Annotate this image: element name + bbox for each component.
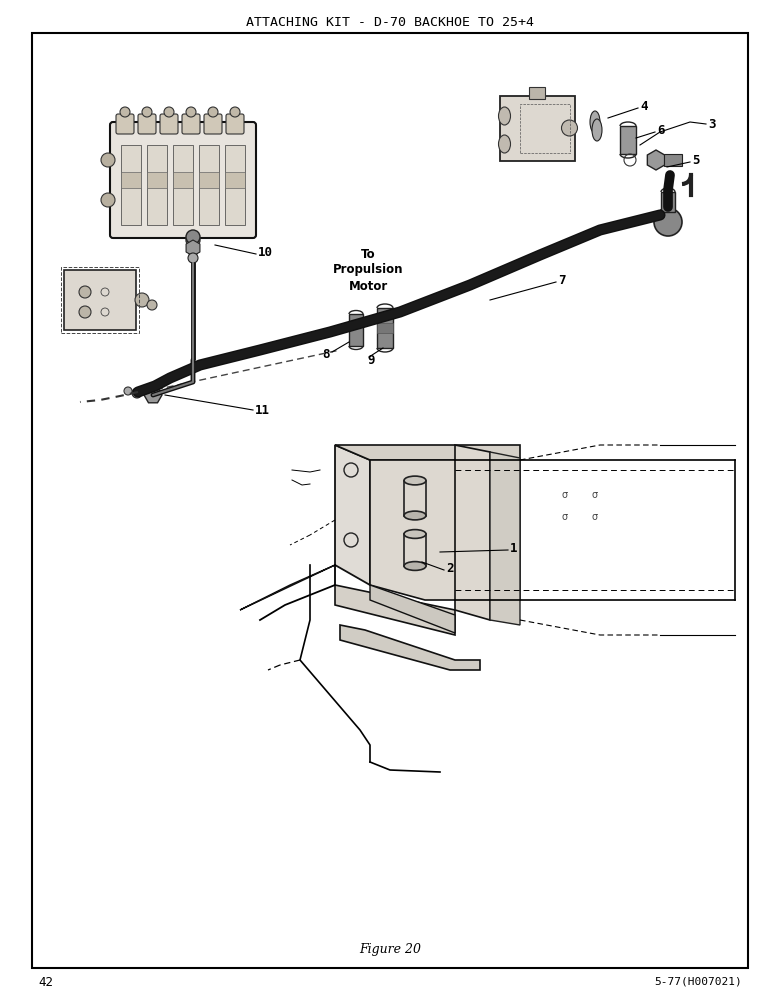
Polygon shape (490, 452, 520, 625)
Bar (173, 145, 193, 225)
FancyBboxPatch shape (182, 114, 200, 134)
Circle shape (120, 107, 130, 117)
Text: 2: 2 (446, 562, 453, 574)
Ellipse shape (404, 562, 426, 570)
Bar (519, 104, 569, 152)
Bar (64, 270, 136, 330)
Bar (121, 172, 141, 188)
Text: Figure 20: Figure 20 (359, 944, 421, 956)
Text: 1: 1 (510, 542, 517, 554)
Circle shape (101, 153, 115, 167)
Polygon shape (144, 387, 162, 403)
Text: 6: 6 (657, 123, 665, 136)
Bar (349, 314, 363, 346)
Text: 42: 42 (38, 976, 53, 988)
Text: 5-77(H007021): 5-77(H007021) (654, 977, 742, 987)
Polygon shape (240, 565, 335, 610)
Bar (620, 126, 636, 154)
Bar (147, 172, 167, 188)
Text: ATTACHING KIT - D-70 BACKHOE TO 25+4: ATTACHING KIT - D-70 BACKHOE TO 25+4 (246, 15, 534, 28)
Bar (225, 145, 245, 225)
Text: σ: σ (592, 490, 598, 500)
Circle shape (188, 253, 198, 263)
Polygon shape (370, 460, 520, 600)
Text: σ: σ (592, 512, 598, 522)
Bar (661, 192, 675, 212)
Text: 11: 11 (255, 403, 270, 416)
Polygon shape (455, 445, 490, 620)
Circle shape (147, 300, 157, 310)
FancyBboxPatch shape (116, 114, 134, 134)
Bar (664, 154, 682, 166)
Circle shape (654, 208, 682, 236)
FancyBboxPatch shape (138, 114, 156, 134)
Circle shape (186, 107, 196, 117)
Ellipse shape (498, 107, 510, 125)
Circle shape (164, 107, 174, 117)
Circle shape (132, 388, 142, 398)
Bar (199, 172, 219, 188)
Text: 4: 4 (640, 100, 647, 112)
Bar (499, 96, 575, 160)
Circle shape (142, 107, 152, 117)
Text: 7: 7 (558, 273, 565, 286)
Ellipse shape (404, 530, 426, 538)
FancyBboxPatch shape (110, 122, 256, 238)
Circle shape (562, 120, 577, 136)
Bar (173, 172, 193, 188)
Bar (121, 145, 141, 225)
Bar (404, 481, 426, 516)
FancyBboxPatch shape (160, 114, 178, 134)
Ellipse shape (404, 476, 426, 485)
Text: 5: 5 (692, 153, 700, 166)
Text: 9: 9 (367, 354, 374, 366)
Circle shape (230, 107, 240, 117)
Bar (404, 534, 426, 566)
Circle shape (79, 286, 91, 298)
Text: To
Propulsion
Motor: To Propulsion Motor (333, 247, 403, 292)
Text: 3: 3 (708, 117, 715, 130)
Bar (147, 145, 167, 225)
Polygon shape (647, 150, 665, 170)
Bar (377, 323, 393, 333)
Circle shape (208, 107, 218, 117)
Polygon shape (340, 625, 480, 670)
FancyBboxPatch shape (204, 114, 222, 134)
Bar (61, 267, 139, 333)
Polygon shape (335, 585, 455, 635)
Text: σ: σ (562, 512, 568, 522)
Ellipse shape (590, 111, 600, 133)
Ellipse shape (498, 135, 510, 153)
Circle shape (186, 230, 200, 244)
Polygon shape (186, 240, 200, 256)
Bar (199, 145, 219, 225)
Bar (377, 308, 393, 348)
Circle shape (186, 233, 200, 247)
Bar (529, 87, 545, 99)
Circle shape (124, 387, 132, 395)
Bar (225, 172, 245, 188)
FancyBboxPatch shape (226, 114, 244, 134)
Polygon shape (335, 445, 520, 460)
Text: 10: 10 (258, 245, 273, 258)
Ellipse shape (592, 119, 602, 141)
Circle shape (101, 193, 115, 207)
Polygon shape (335, 445, 370, 585)
Text: σ: σ (562, 490, 568, 500)
Ellipse shape (404, 511, 426, 520)
Polygon shape (370, 585, 455, 633)
Text: 8: 8 (322, 349, 330, 361)
Circle shape (135, 293, 149, 307)
Circle shape (79, 306, 91, 318)
